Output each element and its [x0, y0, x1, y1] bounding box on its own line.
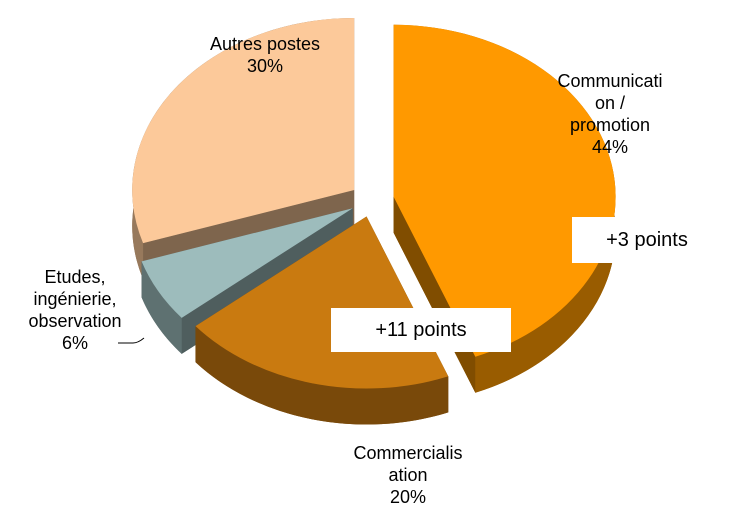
slice-label: Autres postes 30% — [210, 33, 320, 77]
slice — [132, 17, 355, 244]
slice-label: Commercialis ation 20% — [353, 442, 462, 508]
slice-side — [195, 326, 449, 425]
category-label: Commercialis ation — [353, 443, 463, 485]
value-label: 44% — [591, 137, 629, 157]
annotation: +11 points — [331, 308, 511, 352]
slice-label: Communicati on / promotion 44% — [557, 70, 662, 158]
leader-line — [118, 337, 145, 344]
value-label: 30% — [246, 56, 284, 76]
category-label: Communicati on / promotion — [557, 71, 663, 135]
slice — [393, 24, 616, 357]
annotation: +3 points — [572, 217, 722, 263]
value-label: 6% — [61, 333, 88, 353]
slice-side — [141, 261, 182, 354]
slice — [141, 208, 353, 318]
value-label: 20% — [389, 487, 427, 507]
category-label: Etudes, ingénierie, observation — [28, 267, 122, 331]
category-label: Autres postes — [209, 34, 321, 54]
slice-label: Etudes, ingénierie, observation 6% — [28, 266, 121, 354]
